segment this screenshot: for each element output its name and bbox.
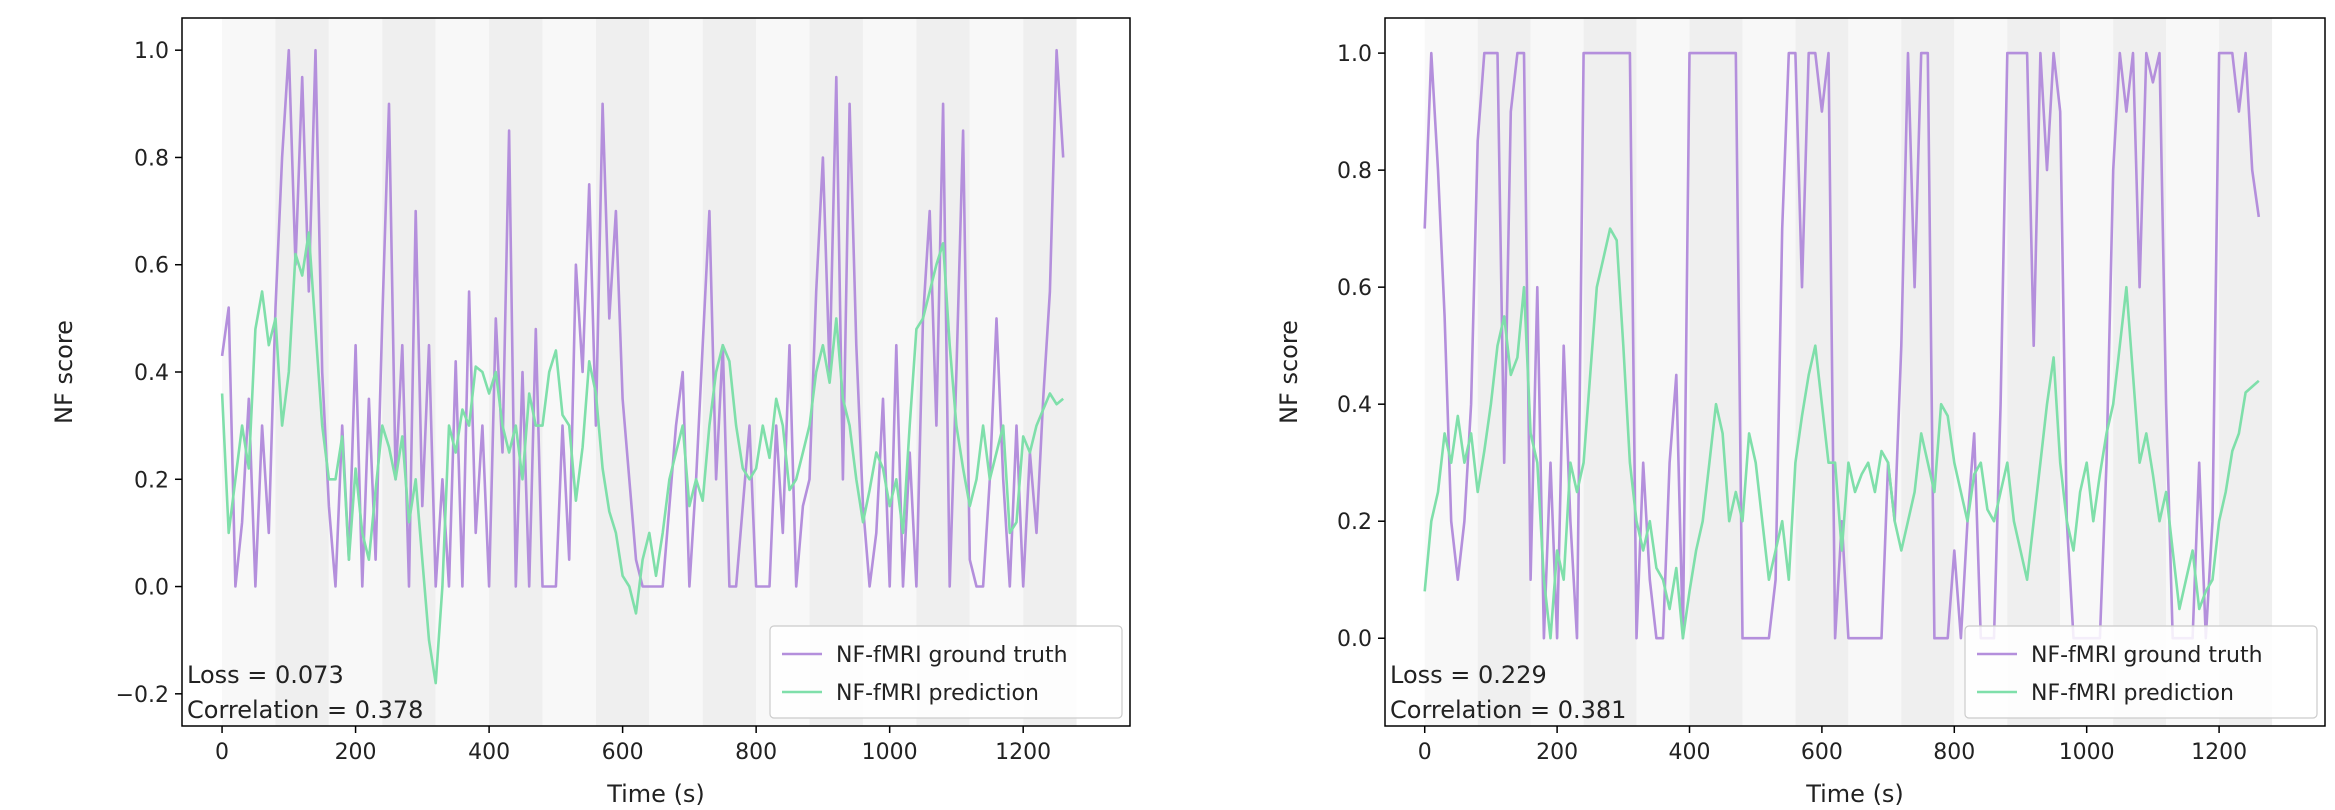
- x-tick-label: 1200: [995, 740, 1051, 765]
- x-tick-label: 1000: [862, 740, 918, 765]
- background-band: [1477, 18, 1531, 726]
- background-band: [2219, 18, 2273, 726]
- y-tick-label: 0.4: [1337, 393, 1372, 418]
- correlation-annotation: Correlation = 0.378: [187, 696, 423, 724]
- background-band: [1795, 18, 1849, 726]
- x-tick-label: 400: [468, 740, 510, 765]
- correlation-annotation: Correlation = 0.381: [1390, 696, 1626, 724]
- background-band: [649, 18, 703, 726]
- x-tick-label: 200: [1536, 740, 1578, 765]
- background-band: [1689, 18, 1743, 726]
- x-tick-label: 0: [1418, 740, 1432, 765]
- background-band: [435, 18, 490, 726]
- x-axis-label: Time (s): [606, 780, 705, 808]
- chart-panel-right: 0 200 400 600 800 1000 1200 0.0 0.2 0.4 0.6 0.8 1.0 T…: [1275, 17, 2326, 808]
- y-tick-label: 0.8: [1337, 159, 1372, 184]
- y-tick-label: 1.0: [1337, 42, 1372, 67]
- background-band: [756, 18, 810, 726]
- axes-frame: [1384, 17, 2326, 727]
- x-tick-label: 0: [215, 740, 229, 765]
- background-band: [1424, 18, 1478, 726]
- prediction-line: [1423, 227, 2260, 640]
- y-tick-label: 0.0: [1337, 627, 1372, 652]
- background-band: [1848, 18, 1902, 726]
- x-tick-label: 800: [735, 740, 777, 765]
- x-tick-label: 600: [1801, 740, 1843, 765]
- y-axis-label: NF score: [1275, 320, 1303, 424]
- background-band: [862, 18, 917, 726]
- x-tick-label: 1200: [2191, 740, 2247, 765]
- y-tick-label: 0.2: [1337, 510, 1372, 535]
- loss-annotation: Loss = 0.229: [1390, 661, 1547, 689]
- x-tick-label: 400: [1669, 740, 1711, 765]
- legend-label: NF-fMRI prediction: [2031, 681, 2234, 706]
- legend-label: NF-fMRI ground truth: [836, 643, 1068, 668]
- background-band: [969, 18, 1024, 726]
- y-tick-label: 0.4: [134, 361, 169, 386]
- chart-panel-left: 0 200 400 600 800 1000 1200 −0.2 0.0 0.2 0.4 0.6 0.8…: [50, 17, 1131, 808]
- y-tick-label: −0.2: [116, 683, 169, 708]
- y-tick-label: 0.6: [134, 254, 169, 279]
- y-tick-label: 0.0: [134, 576, 169, 601]
- legend-box: [1964, 625, 2318, 719]
- x-tick-label: 1000: [2059, 740, 2115, 765]
- y-tick-label: 0.6: [1337, 276, 1372, 301]
- background-band: [1023, 18, 1077, 726]
- legend-box: [769, 625, 1123, 719]
- y-tick-label: 0.8: [134, 146, 169, 171]
- legend-label: NF-fMRI prediction: [836, 681, 1039, 706]
- legend-label: NF-fMRI ground truth: [2031, 643, 2263, 668]
- prediction-line: [220, 231, 1065, 685]
- background-band: [2060, 18, 2114, 726]
- y-axis-label: NF score: [50, 320, 78, 424]
- x-tick-label: 600: [602, 740, 644, 765]
- y-tick-label: 1.0: [134, 39, 169, 64]
- background-band: [1583, 18, 1637, 726]
- background-band: [2113, 18, 2167, 726]
- x-axis-label: Time (s): [1805, 780, 1904, 808]
- x-tick-label: 200: [335, 740, 377, 765]
- x-tick-label: 800: [1933, 740, 1975, 765]
- background-band: [1742, 18, 1796, 726]
- y-tick-label: 0.2: [134, 468, 169, 493]
- background-band: [542, 18, 596, 726]
- loss-annotation: Loss = 0.073: [187, 661, 344, 689]
- ground-truth-line: [1423, 51, 2261, 640]
